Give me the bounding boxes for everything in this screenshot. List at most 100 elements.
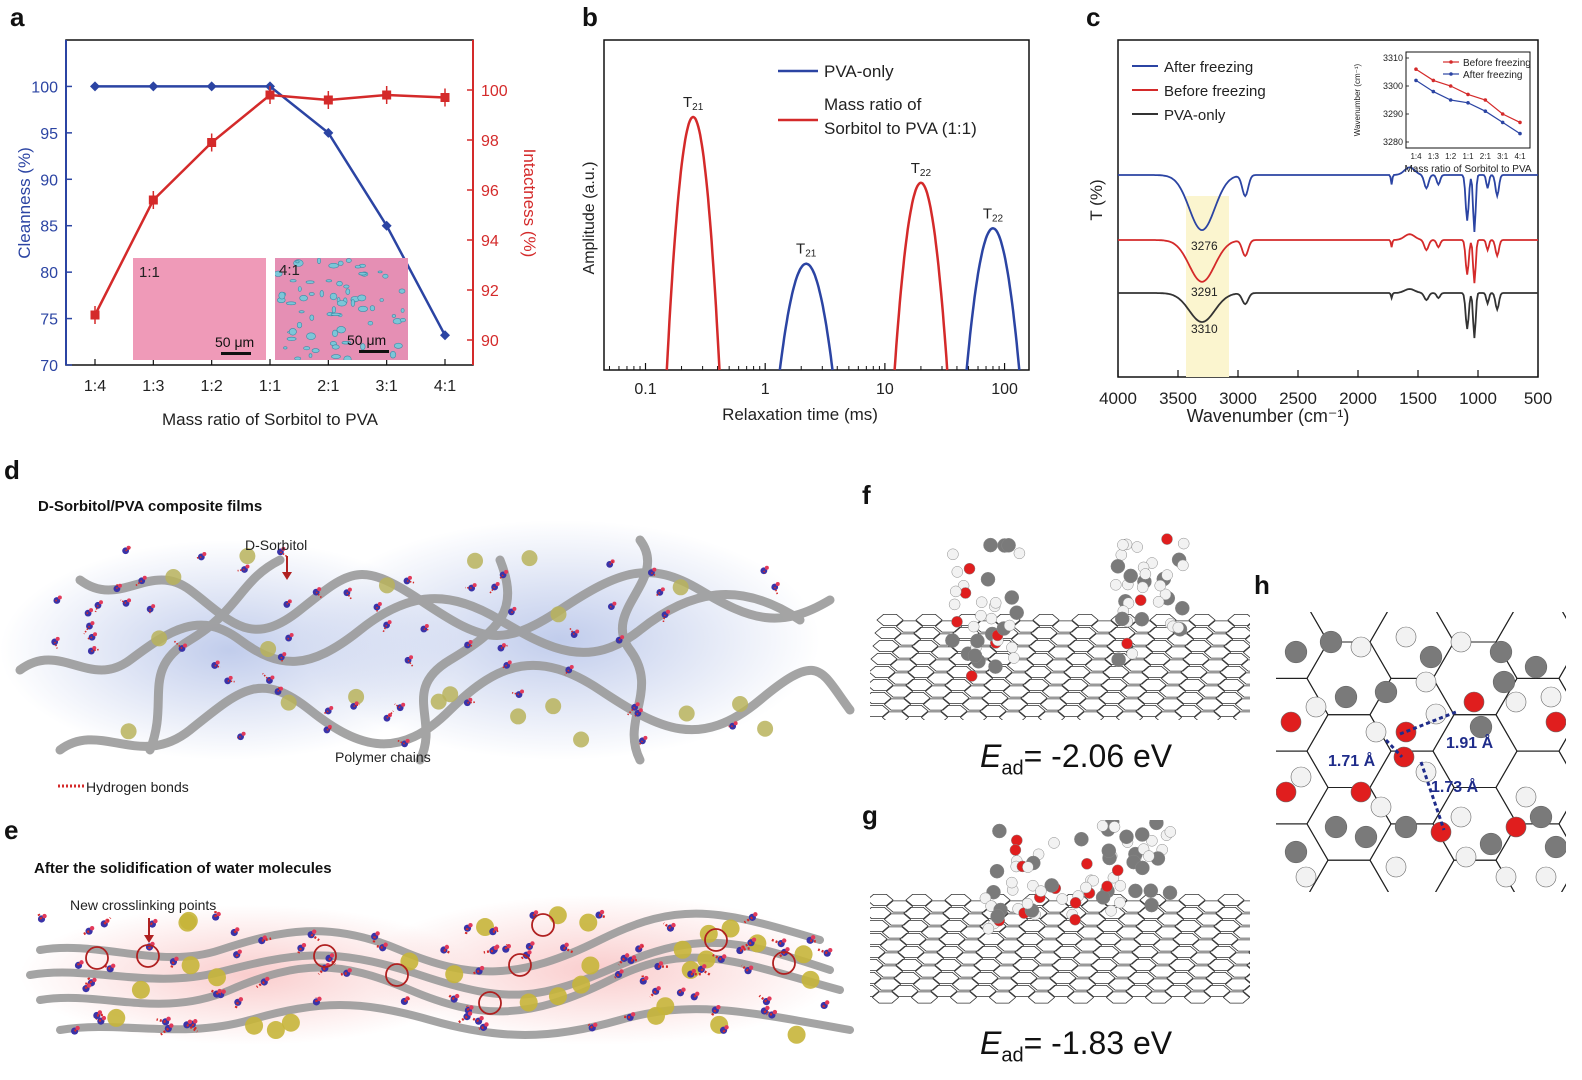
inset-point <box>1483 98 1488 102</box>
atom <box>1027 879 1039 892</box>
graphene-cell <box>1098 691 1126 705</box>
hydrogen-bond <box>394 703 401 709</box>
graphene-cell <box>1121 672 1150 685</box>
water-molecule <box>75 1025 80 1031</box>
micrograph-1-1-label: 1:1 <box>139 264 160 281</box>
water-molecule <box>79 960 84 965</box>
atom <box>1114 896 1126 909</box>
h-atom <box>1319 630 1343 654</box>
hydrogen-bond <box>104 964 111 970</box>
graphene-cell <box>1236 685 1250 698</box>
a-point <box>265 90 275 100</box>
graphene-cell <box>940 920 968 932</box>
micrograph-spot <box>317 258 321 264</box>
graphene-cell <box>1016 933 1044 945</box>
water-molecule <box>660 587 665 592</box>
hydrogen-bond <box>770 938 782 945</box>
water-molecule <box>90 621 95 626</box>
graphene-cell <box>953 965 982 978</box>
hydrogen-bond <box>649 990 657 999</box>
graphene-cell <box>1215 907 1243 919</box>
micrograph-4-1-spots <box>275 258 406 360</box>
graphene-cell <box>1008 984 1036 998</box>
inset-xtick-label: 3:1 <box>1497 152 1509 161</box>
panel-letter-h: h <box>1254 570 1270 600</box>
panel-f-energy: Ead= -2.06 eV <box>980 738 1172 780</box>
graphene-cell <box>870 971 882 985</box>
c-xtick-label: 2000 <box>1339 389 1377 408</box>
sorbitol-molecule <box>672 579 689 596</box>
hydrogen-bond <box>353 703 360 708</box>
h-atom <box>1419 645 1443 669</box>
hydrogen-bond <box>650 571 657 577</box>
graphene-cell <box>870 907 892 919</box>
graphene-cell <box>1207 620 1236 633</box>
atom <box>980 572 996 587</box>
h-atom <box>1505 691 1527 713</box>
hydrogen-bond <box>255 980 265 989</box>
water-molecule <box>347 968 352 973</box>
graphene-cell <box>1213 920 1241 932</box>
graphene-cell <box>1028 640 1056 653</box>
micrograph-spot <box>389 350 397 359</box>
graphene-cell <box>1059 691 1087 705</box>
graphene-cell <box>1188 614 1216 626</box>
hydrogen-bond <box>511 691 520 696</box>
atom <box>1134 594 1147 606</box>
micrograph-1-1: 1:1 50 μm <box>133 258 266 360</box>
water-molecule <box>469 1005 474 1010</box>
inset-point <box>1500 120 1505 125</box>
water-molecule <box>409 655 414 660</box>
a-xtick-label: 1:3 <box>142 378 164 395</box>
micrograph-spot <box>354 265 362 269</box>
hydrogen-bond <box>215 991 220 995</box>
graphene-cell <box>1096 704 1124 718</box>
graphene-cell <box>903 907 931 919</box>
atom <box>982 922 995 935</box>
graphene-cell <box>1201 659 1230 672</box>
graphene-cell <box>1224 978 1250 991</box>
atom <box>1135 860 1150 876</box>
sorbitol-molecule <box>280 694 297 711</box>
hydrogen-bond <box>403 996 412 1003</box>
water-molecule <box>468 697 473 702</box>
graphene-cell <box>1115 711 1144 720</box>
h-atom <box>1535 866 1557 888</box>
micrograph-spot <box>336 326 346 334</box>
graphene-cell <box>1022 678 1050 692</box>
water-molecule <box>174 956 179 961</box>
sorbitol-molecule <box>151 630 168 647</box>
chart-c-inset: 3280 3290 3300 3310 1:4 1:3 1:2 1:1 2:1 3:1 4:1 Wa… <box>1353 51 1532 175</box>
graphene-cell <box>1185 978 1214 991</box>
micrograph-1-1-scale: 50 μm <box>215 334 255 350</box>
h-hbond-lines <box>1384 710 1457 831</box>
inset-point <box>1466 101 1470 105</box>
graphene-cell <box>961 698 990 711</box>
hydrogen-bond <box>478 1026 484 1030</box>
graphene-cell <box>1090 620 1119 633</box>
graphene-cell <box>870 678 894 692</box>
micrograph-spot <box>286 336 297 341</box>
graphene-cell <box>1174 704 1202 718</box>
hydrogen-bond <box>465 1005 470 1011</box>
h-bond-1: 1.71 Å <box>1328 751 1376 770</box>
hydrogen-bond <box>279 551 288 557</box>
graphene-cell <box>1086 984 1114 998</box>
graphene-cell <box>1104 652 1132 666</box>
graphene-cell <box>1012 958 1040 972</box>
atom <box>989 863 1005 879</box>
h-atom <box>1469 715 1493 739</box>
a-point <box>440 330 450 341</box>
legend-ratio-label-2: Sorbitol to PVA (1:1) <box>824 119 977 138</box>
inset-legend-before: Before freezing <box>1463 58 1531 69</box>
atom <box>1111 864 1124 877</box>
atom <box>1162 885 1178 901</box>
hydrogen-bond <box>236 736 241 739</box>
inset-ylabel: Wavenumber (cm⁻¹) <box>1353 63 1362 136</box>
graphene-cell <box>1197 685 1226 698</box>
a-ytick-right-label: 98 <box>481 133 499 150</box>
micrograph-spot <box>336 281 343 287</box>
atom <box>945 633 960 648</box>
micrograph-spot <box>309 314 315 321</box>
graphene-cell <box>1010 633 1039 646</box>
